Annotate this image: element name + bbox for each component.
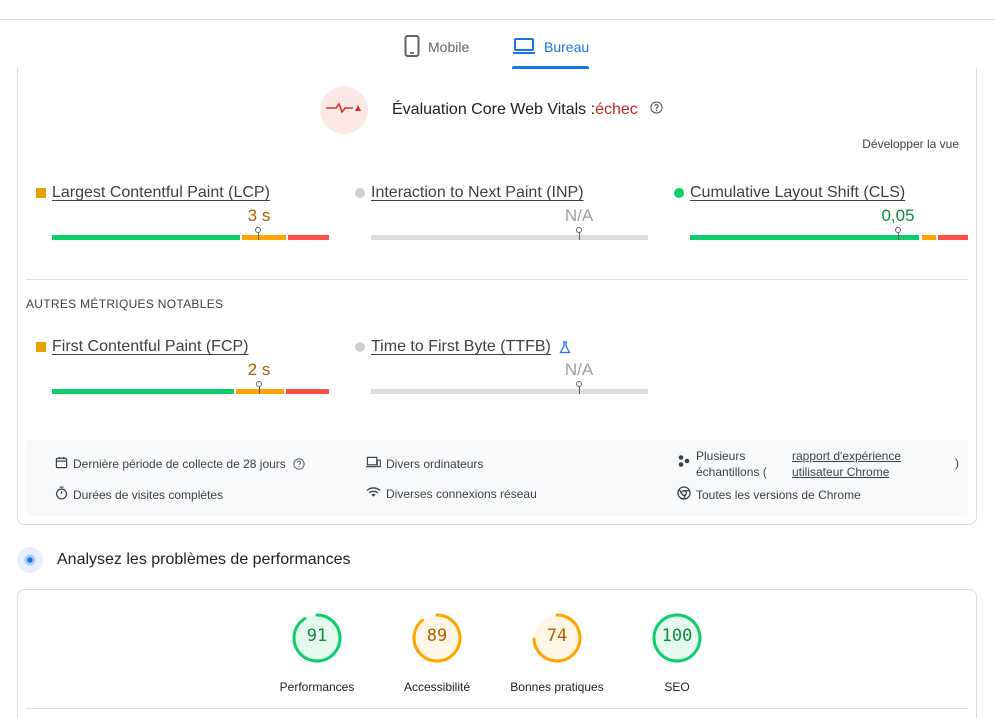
cwv-fail-badge (320, 86, 368, 134)
crux-report-link-line-1[interactable]: rapport d'expérience (792, 449, 902, 463)
perf-section-heading: Analysez les problèmes de performances (17, 547, 350, 573)
smartphone-icon (404, 34, 428, 60)
tab-desktop-label: Bureau (544, 39, 590, 55)
pulse-fail-icon (325, 101, 363, 119)
calendar-icon (55, 456, 73, 472)
experimental-flask-icon (559, 340, 571, 354)
score-ring (412, 613, 462, 663)
score-value: 89 (426, 626, 448, 646)
gauge-performance[interactable]: 91 Performances (267, 612, 367, 694)
metric-ttfb-distribution-bar (371, 381, 648, 394)
laptop-icon (512, 37, 544, 58)
gauge-accessibility[interactable]: 89 Accessibilité (387, 612, 487, 694)
score-label: Accessibilité (403, 680, 471, 694)
metric-cls-name[interactable]: Cumulative Layout Shift (CLS) (690, 184, 906, 201)
info-devices-text: Divers ordinateurs (386, 457, 484, 471)
metrics-divider (26, 279, 968, 280)
devices-icon (366, 456, 386, 472)
perf-heading-text: Analysez les problèmes de performances (57, 551, 351, 568)
help-icon[interactable] (293, 458, 310, 470)
metric-cls: Cumulative Layout Shift (CLS) 0,05 (674, 184, 968, 254)
scores-divider (26, 708, 968, 709)
cwv-assessment-header: Évaluation Core Web Vitals :échec (320, 86, 663, 134)
samples-line-1: Plusieurs (696, 449, 746, 463)
score-label: SEO (664, 680, 690, 694)
metric-ttfb: Time to First Byte (TTFB) N/A (355, 338, 648, 408)
metric-cls-value: 0,05 (881, 206, 915, 225)
score-ring (292, 613, 342, 663)
expand-view-link[interactable]: Développer la vue (862, 137, 959, 151)
metric-inp: Interaction to Next Paint (INP) N/A (355, 184, 648, 254)
samples-icon (677, 454, 696, 470)
wifi-icon (366, 486, 386, 501)
score-ring (532, 613, 582, 663)
metric-ttfb-value: N/A (564, 360, 594, 379)
info-network-text: Diverses connexions réseau (386, 486, 537, 501)
info-chrome-versions: Toutes les versions de Chrome (677, 486, 861, 503)
percentile-marker (255, 227, 261, 240)
score-value: 91 (306, 626, 328, 646)
percentile-marker (256, 381, 262, 394)
info-period-text: Dernière période de collecte de 28 jours (73, 457, 286, 471)
info-visit-durations: Durées de visites complètes (55, 486, 223, 503)
chrome-icon (677, 486, 696, 503)
samples-close-paren: ) (955, 456, 959, 470)
tab-desktop[interactable]: Bureau (512, 26, 590, 69)
metric-fcp: First Contentful Paint (FCP) 2 s (36, 338, 329, 408)
cwv-status: échec (595, 101, 638, 118)
score-label: Bonnes pratiques (510, 680, 604, 694)
info-collection-period: Dernière période de collecte de 28 jours (55, 456, 310, 472)
average-square-icon (36, 188, 46, 198)
good-dot-icon (674, 188, 684, 198)
info-network: Diverses connexions réseau (366, 486, 537, 501)
gauge-seo[interactable]: 100 SEO (627, 612, 727, 694)
cwv-title: Évaluation Core Web Vitals :échec (392, 101, 663, 119)
metric-lcp: Largest Contentful Paint (LCP) 3 s (36, 184, 329, 254)
metric-fcp-value: 2 s (247, 360, 271, 379)
percentile-marker (576, 227, 582, 240)
metric-lcp-distribution-bar (52, 227, 329, 240)
metric-inp-distribution-bar (371, 227, 648, 240)
device-tabs: Mobile Bureau (0, 26, 995, 70)
score-value: 100 (661, 626, 693, 646)
no-data-dot-icon (355, 342, 365, 352)
metric-inp-name[interactable]: Interaction to Next Paint (INP) (371, 184, 584, 201)
percentile-marker (895, 227, 901, 240)
stopwatch-icon (55, 486, 73, 503)
metric-lcp-name[interactable]: Largest Contentful Paint (LCP) (52, 184, 270, 201)
score-ring (652, 613, 702, 663)
tab-mobile-label: Mobile (428, 39, 470, 55)
score-value: 74 (546, 626, 568, 646)
lighthouse-scores-card (17, 589, 977, 718)
help-icon[interactable] (650, 101, 663, 114)
no-data-dot-icon (355, 188, 365, 198)
percentile-marker (576, 381, 582, 394)
crux-report-link[interactable]: rapport d'expérience utilisateur Chrome (792, 448, 901, 480)
average-square-icon (36, 342, 46, 352)
metric-inp-value: N/A (564, 206, 594, 225)
metric-cls-distribution-bar (690, 227, 968, 240)
metric-lcp-value: 3 s (247, 206, 271, 225)
info-devices: Divers ordinateurs (366, 456, 483, 472)
tab-mobile[interactable]: Mobile (404, 26, 469, 68)
lighthouse-icon (17, 547, 43, 573)
info-visits-text: Durées de visites complètes (73, 487, 224, 502)
score-label: Performances (279, 680, 355, 694)
gauge-best-practices[interactable]: 74 Bonnes pratiques (507, 612, 607, 694)
metric-fcp-distribution-bar (52, 381, 329, 394)
core-web-vitals-card (17, 68, 977, 525)
data-info-box (26, 440, 968, 516)
cwv-title-text: Évaluation Core Web Vitals : (392, 101, 596, 118)
info-samples-text: Plusieurs échantillons ( (696, 448, 792, 480)
other-metrics-heading: AUTRES MÉTRIQUES NOTABLES (26, 297, 224, 311)
samples-line-2: échantillons ( (696, 465, 767, 479)
info-chrome-text: Toutes les versions de Chrome (696, 487, 861, 502)
metric-ttfb-name[interactable]: Time to First Byte (TTFB) (371, 338, 551, 355)
crux-report-link-line-2[interactable]: utilisateur Chrome (792, 465, 890, 479)
info-samples: Plusieurs échantillons ( rapport d'expér… (677, 448, 901, 480)
top-divider (0, 19, 995, 20)
metric-fcp-name[interactable]: First Contentful Paint (FCP) (52, 338, 249, 355)
